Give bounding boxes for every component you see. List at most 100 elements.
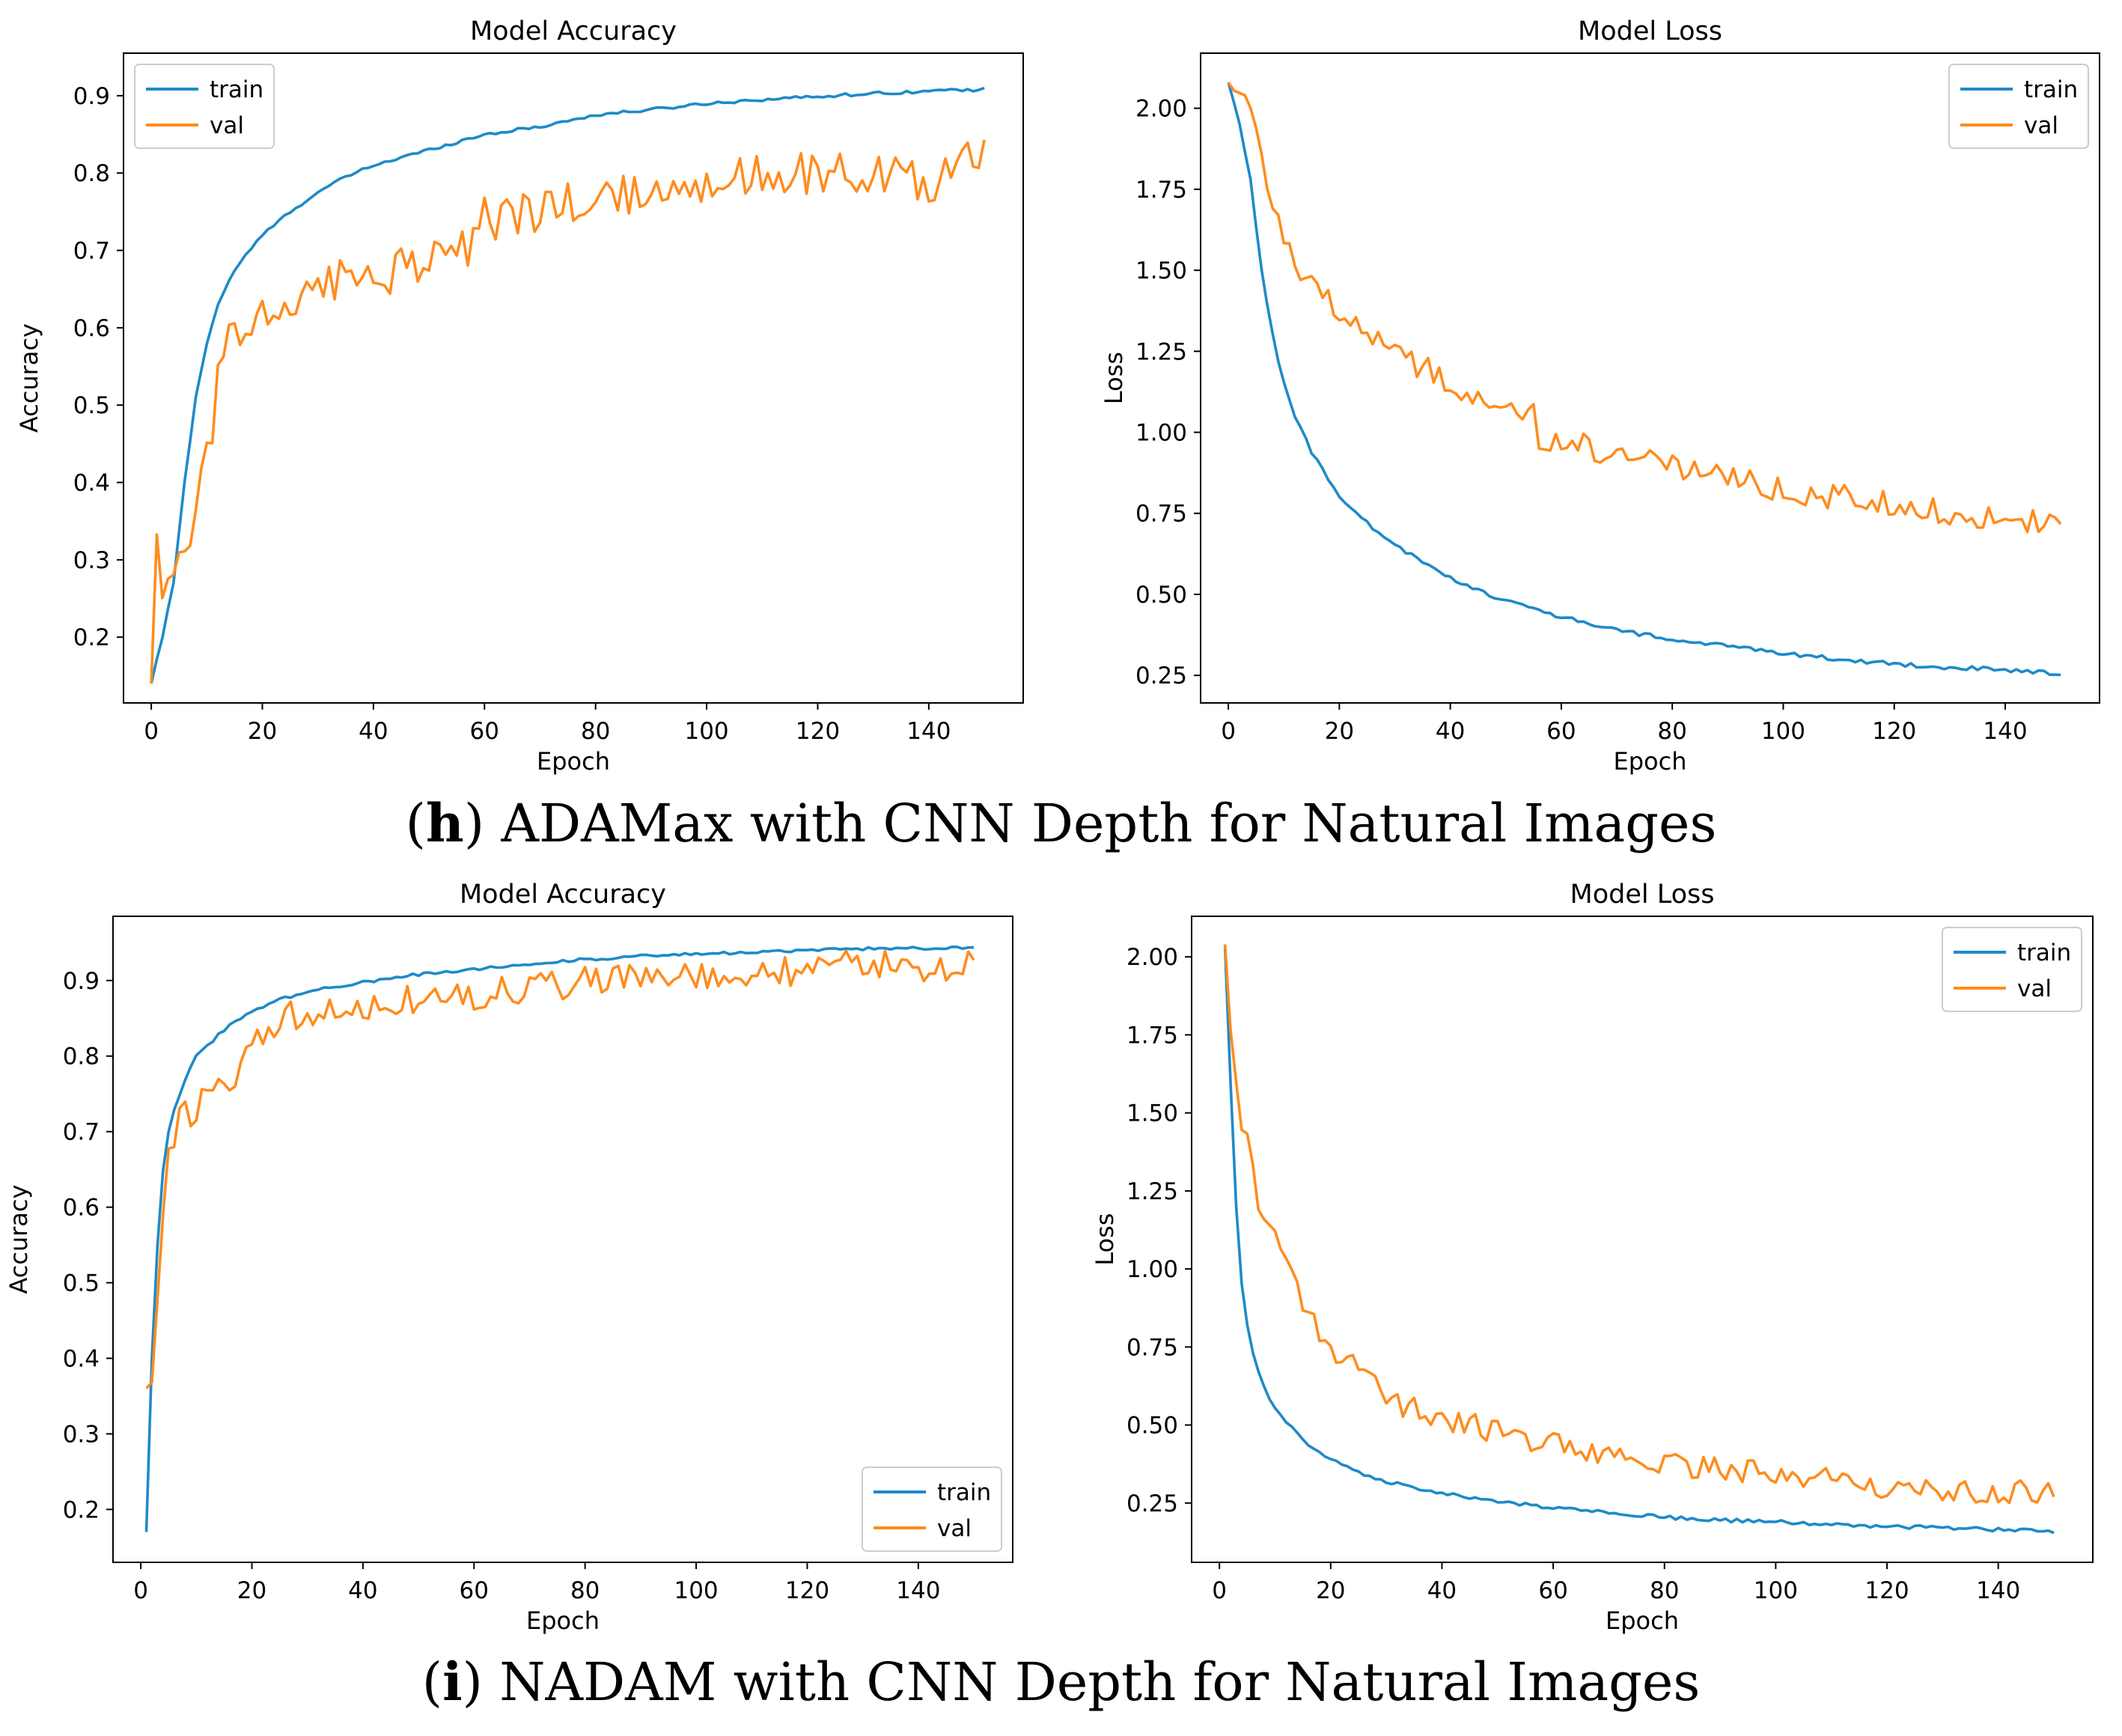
y-axis-label: Accuracy (4, 1184, 33, 1294)
legend: train val (1948, 64, 2089, 149)
y-tick-label: 0.8 (73, 160, 110, 187)
x-tick-label: 80 (581, 718, 610, 745)
chart-h-accuracy: Model Accuracy 0 20 40 60 80 100 120 140 0.2 0.3 0.… (15, 16, 1024, 776)
x-tick-label: 40 (1436, 718, 1465, 745)
x-tick-label: 20 (1325, 718, 1354, 745)
x-axis-label: Epoch (1614, 747, 1687, 776)
x-tick-label: 60 (470, 718, 499, 745)
y-tick-label: 0.25 (1135, 663, 1187, 689)
series-line-train (1223, 947, 2055, 1535)
chart-h-loss: Model Loss 0 20 40 60 80 100 120 140 0.25 0.50 0.75… (1100, 16, 2100, 776)
y-tick-label: 2.00 (1126, 944, 1178, 971)
x-tick-label: 140 (896, 1577, 940, 1604)
legend-box (1948, 64, 2089, 149)
legend: train val (134, 64, 275, 149)
y-tick-label: 1.75 (1126, 1022, 1178, 1049)
x-tick-label: 120 (1865, 1577, 1909, 1604)
x-tick-label: 80 (1650, 1577, 1679, 1604)
x-tick-label: 120 (1872, 718, 1916, 745)
y-tick-label: 1.25 (1126, 1178, 1178, 1205)
y-axis-label: Accuracy (15, 323, 43, 433)
x-tick-label: 0 (144, 718, 159, 745)
y-tick-label: 0.7 (63, 1119, 100, 1146)
legend: train val (862, 1467, 1002, 1552)
x-tick-label: 100 (674, 1577, 718, 1604)
x-tick-label: 0 (133, 1577, 148, 1604)
y-tick-label: 0.8 (63, 1044, 100, 1070)
y-tick-label: 0.9 (63, 968, 100, 995)
chart-title: Model Loss (1578, 16, 1722, 46)
y-tick-label: 0.50 (1126, 1413, 1178, 1440)
x-tick-label: 40 (348, 1577, 377, 1604)
x-tick-label: 80 (1657, 718, 1686, 745)
x-tick-label: 60 (460, 1577, 489, 1604)
legend: train val (1942, 927, 2082, 1012)
legend-box (134, 64, 275, 149)
series-line-train (1227, 82, 2061, 677)
plot-frame (123, 52, 1024, 704)
x-tick-label: 120 (785, 1577, 829, 1604)
y-tick-label: 0.3 (73, 547, 110, 574)
x-tick-label: 120 (796, 718, 840, 745)
x-tick-label: 0 (1212, 1577, 1227, 1604)
y-tick-label: 1.00 (1126, 1256, 1178, 1283)
x-tick-label: 80 (570, 1577, 600, 1604)
y-tick-label: 2.00 (1135, 96, 1187, 123)
caption-i: (i) NADAM with CNN Depth for Natural Ima… (421, 1651, 1701, 1713)
plot-frame (112, 916, 1013, 1563)
y-tick-label: 0.2 (63, 1496, 100, 1523)
x-tick-label: 140 (1983, 718, 2027, 745)
series-line-val (1223, 944, 2055, 1505)
caption-h: (h) ADAMax with CNN Depth for Natural Im… (405, 792, 1717, 854)
x-tick-label: 20 (237, 1577, 266, 1604)
x-tick-label: 20 (248, 718, 277, 745)
y-tick-label: 0.5 (73, 392, 110, 419)
y-tick-label: 1.50 (1126, 1100, 1178, 1127)
caption-i-text: NADAM with CNN Depth for Natural Images (482, 1651, 1701, 1713)
y-tick-label: 0.4 (73, 470, 110, 497)
series-line-train (144, 945, 975, 1532)
x-tick-label: 0 (1221, 718, 1236, 745)
y-tick-label: 0.4 (63, 1345, 100, 1372)
caption-i-letter: i (442, 1651, 463, 1713)
y-tick-label: 0.9 (73, 83, 110, 110)
y-tick-label: 0.75 (1126, 1334, 1178, 1361)
legend-label-train: train (2017, 939, 2071, 966)
series-line-val (1227, 81, 2062, 534)
legend-label-val: val (2017, 975, 2052, 1002)
x-tick-label: 60 (1538, 1577, 1567, 1604)
caption-h-letter: h (425, 792, 464, 854)
legend-box (862, 1467, 1002, 1552)
legend-label-train: train (937, 1479, 991, 1506)
chart-title: Model Accuracy (470, 16, 677, 46)
legend-label-val: val (2024, 112, 2058, 139)
x-tick-label: 100 (1761, 718, 1805, 745)
chart-i-loss: Model Loss 0 20 40 60 80 100 120 140 0.25 0.50 0.75… (1091, 880, 2094, 1635)
y-tick-label: 0.5 (63, 1270, 100, 1297)
y-tick-label: 1.75 (1135, 177, 1187, 204)
y-tick-label: 0.25 (1126, 1490, 1178, 1517)
plot-frame (1200, 52, 2100, 704)
x-tick-label: 140 (906, 718, 951, 745)
y-axis-label: Loss (1100, 352, 1128, 404)
y-tick-label: 0.6 (73, 315, 110, 342)
series-line-val (150, 139, 986, 684)
series-line-val (145, 949, 975, 1389)
legend-label-val: val (210, 112, 244, 139)
y-tick-label: 1.25 (1135, 338, 1187, 365)
legend-box (1942, 927, 2082, 1012)
y-tick-label: 0.3 (63, 1421, 100, 1448)
chart-title: Model Accuracy (460, 880, 666, 910)
caption-h-text: ADAMax with CNN Depth for Natural Images (484, 793, 1717, 854)
x-tick-label: 140 (1976, 1577, 2020, 1604)
chart-i-accuracy: Model Accuracy 0 20 40 60 80 100 120 140 0.2 0.3 0.… (4, 880, 1013, 1635)
x-tick-label: 60 (1546, 718, 1576, 745)
x-axis-label: Epoch (537, 747, 610, 776)
legend-label-train: train (2024, 76, 2078, 103)
x-axis-label: Epoch (1606, 1606, 1679, 1635)
y-tick-label: 0.7 (73, 238, 110, 265)
y-tick-label: 0.6 (63, 1195, 100, 1222)
y-tick-label: 1.00 (1135, 420, 1187, 447)
x-tick-label: 40 (1427, 1577, 1457, 1604)
